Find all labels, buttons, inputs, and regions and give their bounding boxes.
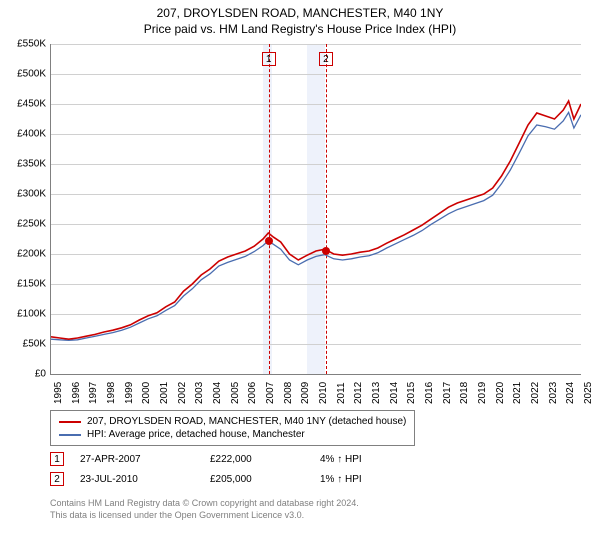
x-axis-label: 2014 <box>389 382 400 404</box>
x-axis-label: 1998 <box>106 382 117 404</box>
x-axis-label: 2024 <box>565 382 576 404</box>
sales-table-row: 1 27-APR-2007£222,0004% ↑ HPI <box>50 452 410 466</box>
footnote-line: Contains HM Land Registry data © Crown c… <box>50 498 359 510</box>
y-axis-label: £150K <box>17 279 46 290</box>
series-lines <box>51 44 581 374</box>
y-axis-label: £350K <box>17 159 46 170</box>
chart-title-block: 207, DROYLSDEN ROAD, MANCHESTER, M40 1NY… <box>0 0 600 36</box>
legend: 207, DROYLSDEN ROAD, MANCHESTER, M40 1NY… <box>50 410 415 446</box>
y-axis-label: £400K <box>17 129 46 140</box>
y-axis-label: £0 <box>35 369 46 380</box>
chart-subtitle: Price paid vs. HM Land Registry's House … <box>0 22 600 36</box>
series-line <box>51 101 581 339</box>
sale-price: £222,000 <box>210 454 320 465</box>
sale-dot <box>322 247 330 255</box>
x-axis-label: 2012 <box>353 382 364 404</box>
x-axis-label: 2001 <box>159 382 170 404</box>
x-axis-label: 2003 <box>194 382 205 404</box>
sale-diff: 4% ↑ HPI <box>320 454 410 465</box>
series-line <box>51 112 581 340</box>
sales-table: 1 27-APR-2007£222,0004% ↑ HPI 2 23-JUL-2010… <box>50 452 410 492</box>
x-axis-label: 2020 <box>495 382 506 404</box>
x-axis-label: 1999 <box>124 382 135 404</box>
x-axis-label: 2008 <box>283 382 294 404</box>
legend-label: 207, DROYLSDEN ROAD, MANCHESTER, M40 1NY… <box>87 416 406 427</box>
x-axis-label: 2007 <box>265 382 276 404</box>
x-axis-label: 2021 <box>512 382 523 404</box>
sale-dot <box>265 237 273 245</box>
y-axis-label: £50K <box>23 339 46 350</box>
legend-item: HPI: Average price, detached house, Manc… <box>59 428 406 441</box>
legend-swatch <box>59 434 81 436</box>
legend-item: 207, DROYLSDEN ROAD, MANCHESTER, M40 1NY… <box>59 415 406 428</box>
x-axis-label: 2025 <box>583 382 594 404</box>
sale-badge: 1 <box>50 452 64 466</box>
sales-table-row: 2 23-JUL-2010£205,0001% ↑ HPI <box>50 472 410 486</box>
footnote: Contains HM Land Registry data © Crown c… <box>50 498 359 521</box>
x-axis-label: 2002 <box>177 382 188 404</box>
chart-title: 207, DROYLSDEN ROAD, MANCHESTER, M40 1NY <box>0 6 600 20</box>
x-axis-label: 2013 <box>371 382 382 404</box>
sale-price: £205,000 <box>210 474 320 485</box>
x-axis-label: 2017 <box>442 382 453 404</box>
x-axis-label: 2016 <box>424 382 435 404</box>
x-axis-label: 1995 <box>53 382 64 404</box>
x-axis-label: 1996 <box>71 382 82 404</box>
x-axis-label: 2010 <box>318 382 329 404</box>
x-axis-label: 2005 <box>230 382 241 404</box>
y-axis-label: £500K <box>17 69 46 80</box>
x-axis-label: 2019 <box>477 382 488 404</box>
plot-area: 12 <box>50 44 581 375</box>
x-axis-label: 2022 <box>530 382 541 404</box>
y-axis-label: £300K <box>17 189 46 200</box>
sale-date: 23-JUL-2010 <box>80 474 210 485</box>
x-axis-label: 2006 <box>247 382 258 404</box>
x-axis-label: 2004 <box>212 382 223 404</box>
x-axis-label: 2018 <box>459 382 470 404</box>
x-axis-label: 1997 <box>88 382 99 404</box>
footnote-line: This data is licensed under the Open Gov… <box>50 510 359 522</box>
y-axis-label: £250K <box>17 219 46 230</box>
sale-badge: 2 <box>50 472 64 486</box>
x-axis-label: 2023 <box>548 382 559 404</box>
x-axis-label: 2015 <box>406 382 417 404</box>
x-axis-label: 2011 <box>336 382 347 404</box>
legend-label: HPI: Average price, detached house, Manc… <box>87 429 305 440</box>
legend-swatch <box>59 421 81 423</box>
y-axis-label: £450K <box>17 99 46 110</box>
y-axis-label: £200K <box>17 249 46 260</box>
sale-diff: 1% ↑ HPI <box>320 474 410 485</box>
sale-date: 27-APR-2007 <box>80 454 210 465</box>
y-axis-label: £550K <box>17 39 46 50</box>
y-axis-label: £100K <box>17 309 46 320</box>
x-axis-label: 2000 <box>141 382 152 404</box>
x-axis-label: 2009 <box>300 382 311 404</box>
